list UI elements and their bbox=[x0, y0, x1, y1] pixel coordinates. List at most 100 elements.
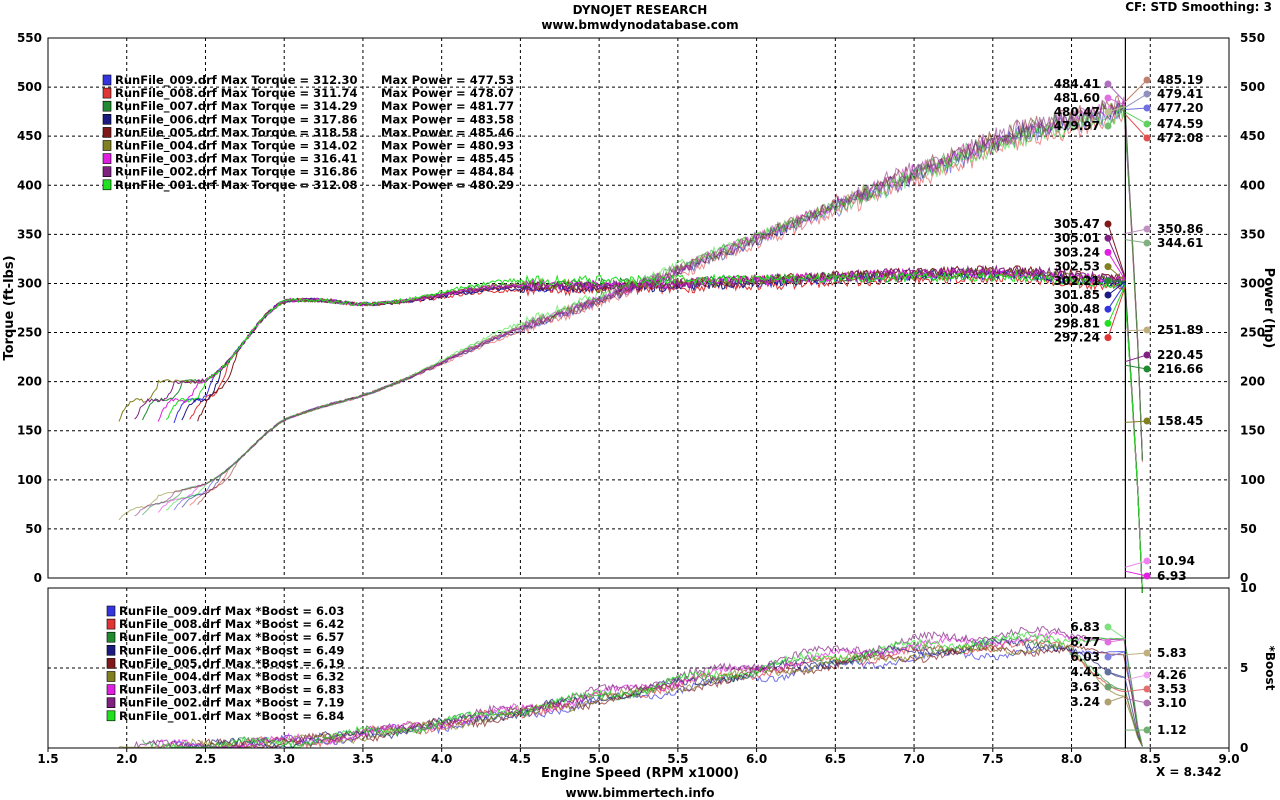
boost-cursor-left-marker bbox=[1104, 668, 1112, 676]
torque-cursor-left-leader bbox=[1107, 266, 1126, 282]
top-cursor-right-value: 474.59 bbox=[1157, 117, 1203, 131]
top-legend-entry-label: RunFile_006.drf Max Torque = 317.86 bbox=[115, 112, 358, 127]
top-legend-entry-label: RunFile_001.drf Max Torque = 312.08 bbox=[115, 178, 358, 193]
boost-cursor-right-leader bbox=[1125, 674, 1148, 681]
top-legend-entry-label: RunFile_002.drf Max Torque = 316.86 bbox=[115, 165, 358, 180]
top-cursor-right-value: 472.08 bbox=[1157, 131, 1203, 145]
bottom-legend-entry-swatch bbox=[106, 644, 116, 656]
x-tick-label: 5.0 bbox=[589, 752, 610, 766]
top-cursor-right-leader bbox=[1125, 93, 1148, 108]
torque-line-RunFile_002.drf bbox=[134, 264, 1143, 594]
power-tick-label: 0 bbox=[1240, 571, 1248, 585]
torque-tick-label: 150 bbox=[17, 424, 42, 438]
boost-cursor-right-leader bbox=[1125, 697, 1148, 704]
torque-tick-label: 500 bbox=[17, 80, 42, 94]
top-cursor-right-value: 6.93 bbox=[1157, 569, 1187, 583]
power-tick-label: 300 bbox=[1240, 276, 1265, 290]
x-tick-label: 4.5 bbox=[510, 752, 531, 766]
torque-cursor-left-leader bbox=[1107, 284, 1126, 324]
boost-cursor-left-value: 6.03 bbox=[1070, 650, 1100, 664]
boost-cursor-right-value: 3.10 bbox=[1157, 696, 1187, 710]
top-legend-entry-label: RunFile_005.drf Max Torque = 318.58 bbox=[115, 125, 358, 140]
top-cursor-right-value: 350.86 bbox=[1157, 222, 1203, 236]
top-legend-entry-swatch bbox=[102, 166, 112, 177]
power-line-RunFile_002.drf bbox=[134, 99, 1143, 517]
top-cursor-right-leader bbox=[1125, 329, 1148, 332]
bottom-legend-entry-swatch bbox=[106, 671, 116, 682]
torque-line-RunFile_005.drf bbox=[197, 264, 1143, 594]
top-legend-entry-power: Max Power = 478.07 bbox=[381, 86, 514, 100]
top-cursor-right-value: 344.61 bbox=[1157, 236, 1203, 250]
boost-cursor-right-leader bbox=[1125, 688, 1148, 693]
power-tick-label: 500 bbox=[1240, 80, 1265, 94]
torque-line-RunFile_008.drf bbox=[189, 273, 1143, 593]
boost-cursor-right-value: 1.12 bbox=[1157, 723, 1187, 737]
top-legend-entry-swatch bbox=[102, 153, 112, 164]
torque-power-traces bbox=[118, 94, 1143, 594]
bottom-legend-entry-label: RunFile_009.drf Max *Boost = 6.03 bbox=[119, 604, 344, 619]
top-legend-entry-power: Max Power = 485.46 bbox=[381, 125, 514, 139]
top-cursor-right-marker bbox=[1143, 90, 1151, 98]
x-tick-label: 8.0 bbox=[1061, 752, 1082, 766]
boost-cursor-right-value: 4.26 bbox=[1157, 668, 1187, 682]
bottom-legend: RunFile_009.drf Max *Boost = 6.03 RunFile… bbox=[106, 604, 344, 724]
bottom-legend-entry-label: RunFile_001.drf Max *Boost = 6.84 bbox=[119, 709, 344, 724]
top-cursor-right-marker bbox=[1143, 572, 1151, 580]
torque-cursor-left-value: 302.21 bbox=[1054, 274, 1100, 288]
top-cursor-right-marker bbox=[1143, 225, 1151, 233]
torque-tick-label: 450 bbox=[17, 129, 42, 143]
top-cursor-right-marker bbox=[1143, 557, 1151, 565]
top-cursor-right-leader bbox=[1125, 239, 1148, 244]
bottom-legend-entry-label: RunFile_006.drf Max *Boost = 6.49 bbox=[119, 643, 344, 658]
power-tick-label: 50 bbox=[1240, 522, 1257, 536]
chart-subtitle: www.bmwdynodatabase.com bbox=[541, 18, 739, 32]
chart-title: DYNOJET RESEARCH bbox=[572, 3, 708, 17]
bottom-legend-entry-label: RunFile_002.drf Max *Boost = 7.19 bbox=[119, 696, 344, 711]
top-legend-entry-label: RunFile_004.drf Max Torque = 314.02 bbox=[115, 139, 358, 154]
torque-cursor-left-marker bbox=[1104, 334, 1112, 342]
torque-cursor-left-leader bbox=[1107, 223, 1126, 279]
top-cursor-right-leader bbox=[1125, 560, 1148, 568]
top-cursor-right-value: 479.41 bbox=[1157, 87, 1203, 101]
top-cursor-right-leader bbox=[1125, 364, 1148, 370]
boost-cursor-left-value: 3.24 bbox=[1070, 695, 1100, 709]
top-cursor-right-leader bbox=[1125, 107, 1148, 110]
bottom-legend-entry-swatch bbox=[106, 658, 116, 669]
torque-tick-label: 100 bbox=[17, 473, 42, 487]
torque-axis-label: Torque (ft-lbs) bbox=[2, 255, 17, 360]
torque-tick-label: 0 bbox=[34, 571, 42, 585]
top-grid bbox=[48, 38, 1229, 578]
bottom-legend-entry-swatch bbox=[106, 684, 116, 695]
boost-cursor-right-value: 3.53 bbox=[1157, 682, 1187, 696]
top-cursor-right-value: 158.45 bbox=[1157, 414, 1203, 428]
boost-cursor-left-marker bbox=[1104, 638, 1112, 646]
top-legend-entry-swatch bbox=[102, 100, 112, 112]
power-cursor-left-value: 481.60 bbox=[1054, 91, 1100, 105]
x-tick-label: 7.0 bbox=[903, 752, 924, 766]
top-legend-entry-swatch bbox=[102, 127, 112, 138]
top-cursor-right-value: 251.89 bbox=[1157, 323, 1203, 337]
top-cursor-right-value: 220.45 bbox=[1157, 348, 1203, 362]
top-legend-entry-power: Max Power = 484.84 bbox=[381, 165, 514, 179]
top-cursor-right-marker bbox=[1143, 326, 1151, 334]
torque-cursor-left-value: 305.01 bbox=[1054, 231, 1100, 245]
boost-cursor-left-value: 4.41 bbox=[1070, 665, 1100, 679]
top-cursor-right-leader bbox=[1125, 79, 1148, 102]
bottom-legend-entry-label: RunFile_005.drf Max *Boost = 6.19 bbox=[119, 656, 344, 671]
top-legend-entry-swatch bbox=[102, 74, 112, 86]
top-legend-entry-label: RunFile_003.drf Max Torque = 316.41 bbox=[115, 152, 358, 167]
x-tick-label: 3.5 bbox=[352, 752, 373, 766]
top-cursor-right-marker bbox=[1143, 120, 1151, 128]
x-tick-label: 4.0 bbox=[431, 752, 452, 766]
torque-tick-label: 350 bbox=[17, 227, 42, 241]
power-line-RunFile_001.drf bbox=[165, 104, 1143, 511]
top-legend-entry-label: RunFile_007.drf Max Torque = 314.29 bbox=[115, 99, 358, 114]
top-plot-frame bbox=[47, 37, 1230, 579]
power-cursor-left-value: 479.97 bbox=[1054, 119, 1100, 133]
axes: 1.5 2.0 2.5 3.0 3.5 4.0 4.5 5.0 5.5 6.0 6.5 7.0 7.5 8… bbox=[17, 31, 1265, 766]
boost-line-RunFile_002.drf bbox=[134, 625, 1143, 749]
x-tick-label: 8.5 bbox=[1140, 752, 1161, 766]
power-cursor-left-leader bbox=[1107, 106, 1126, 127]
